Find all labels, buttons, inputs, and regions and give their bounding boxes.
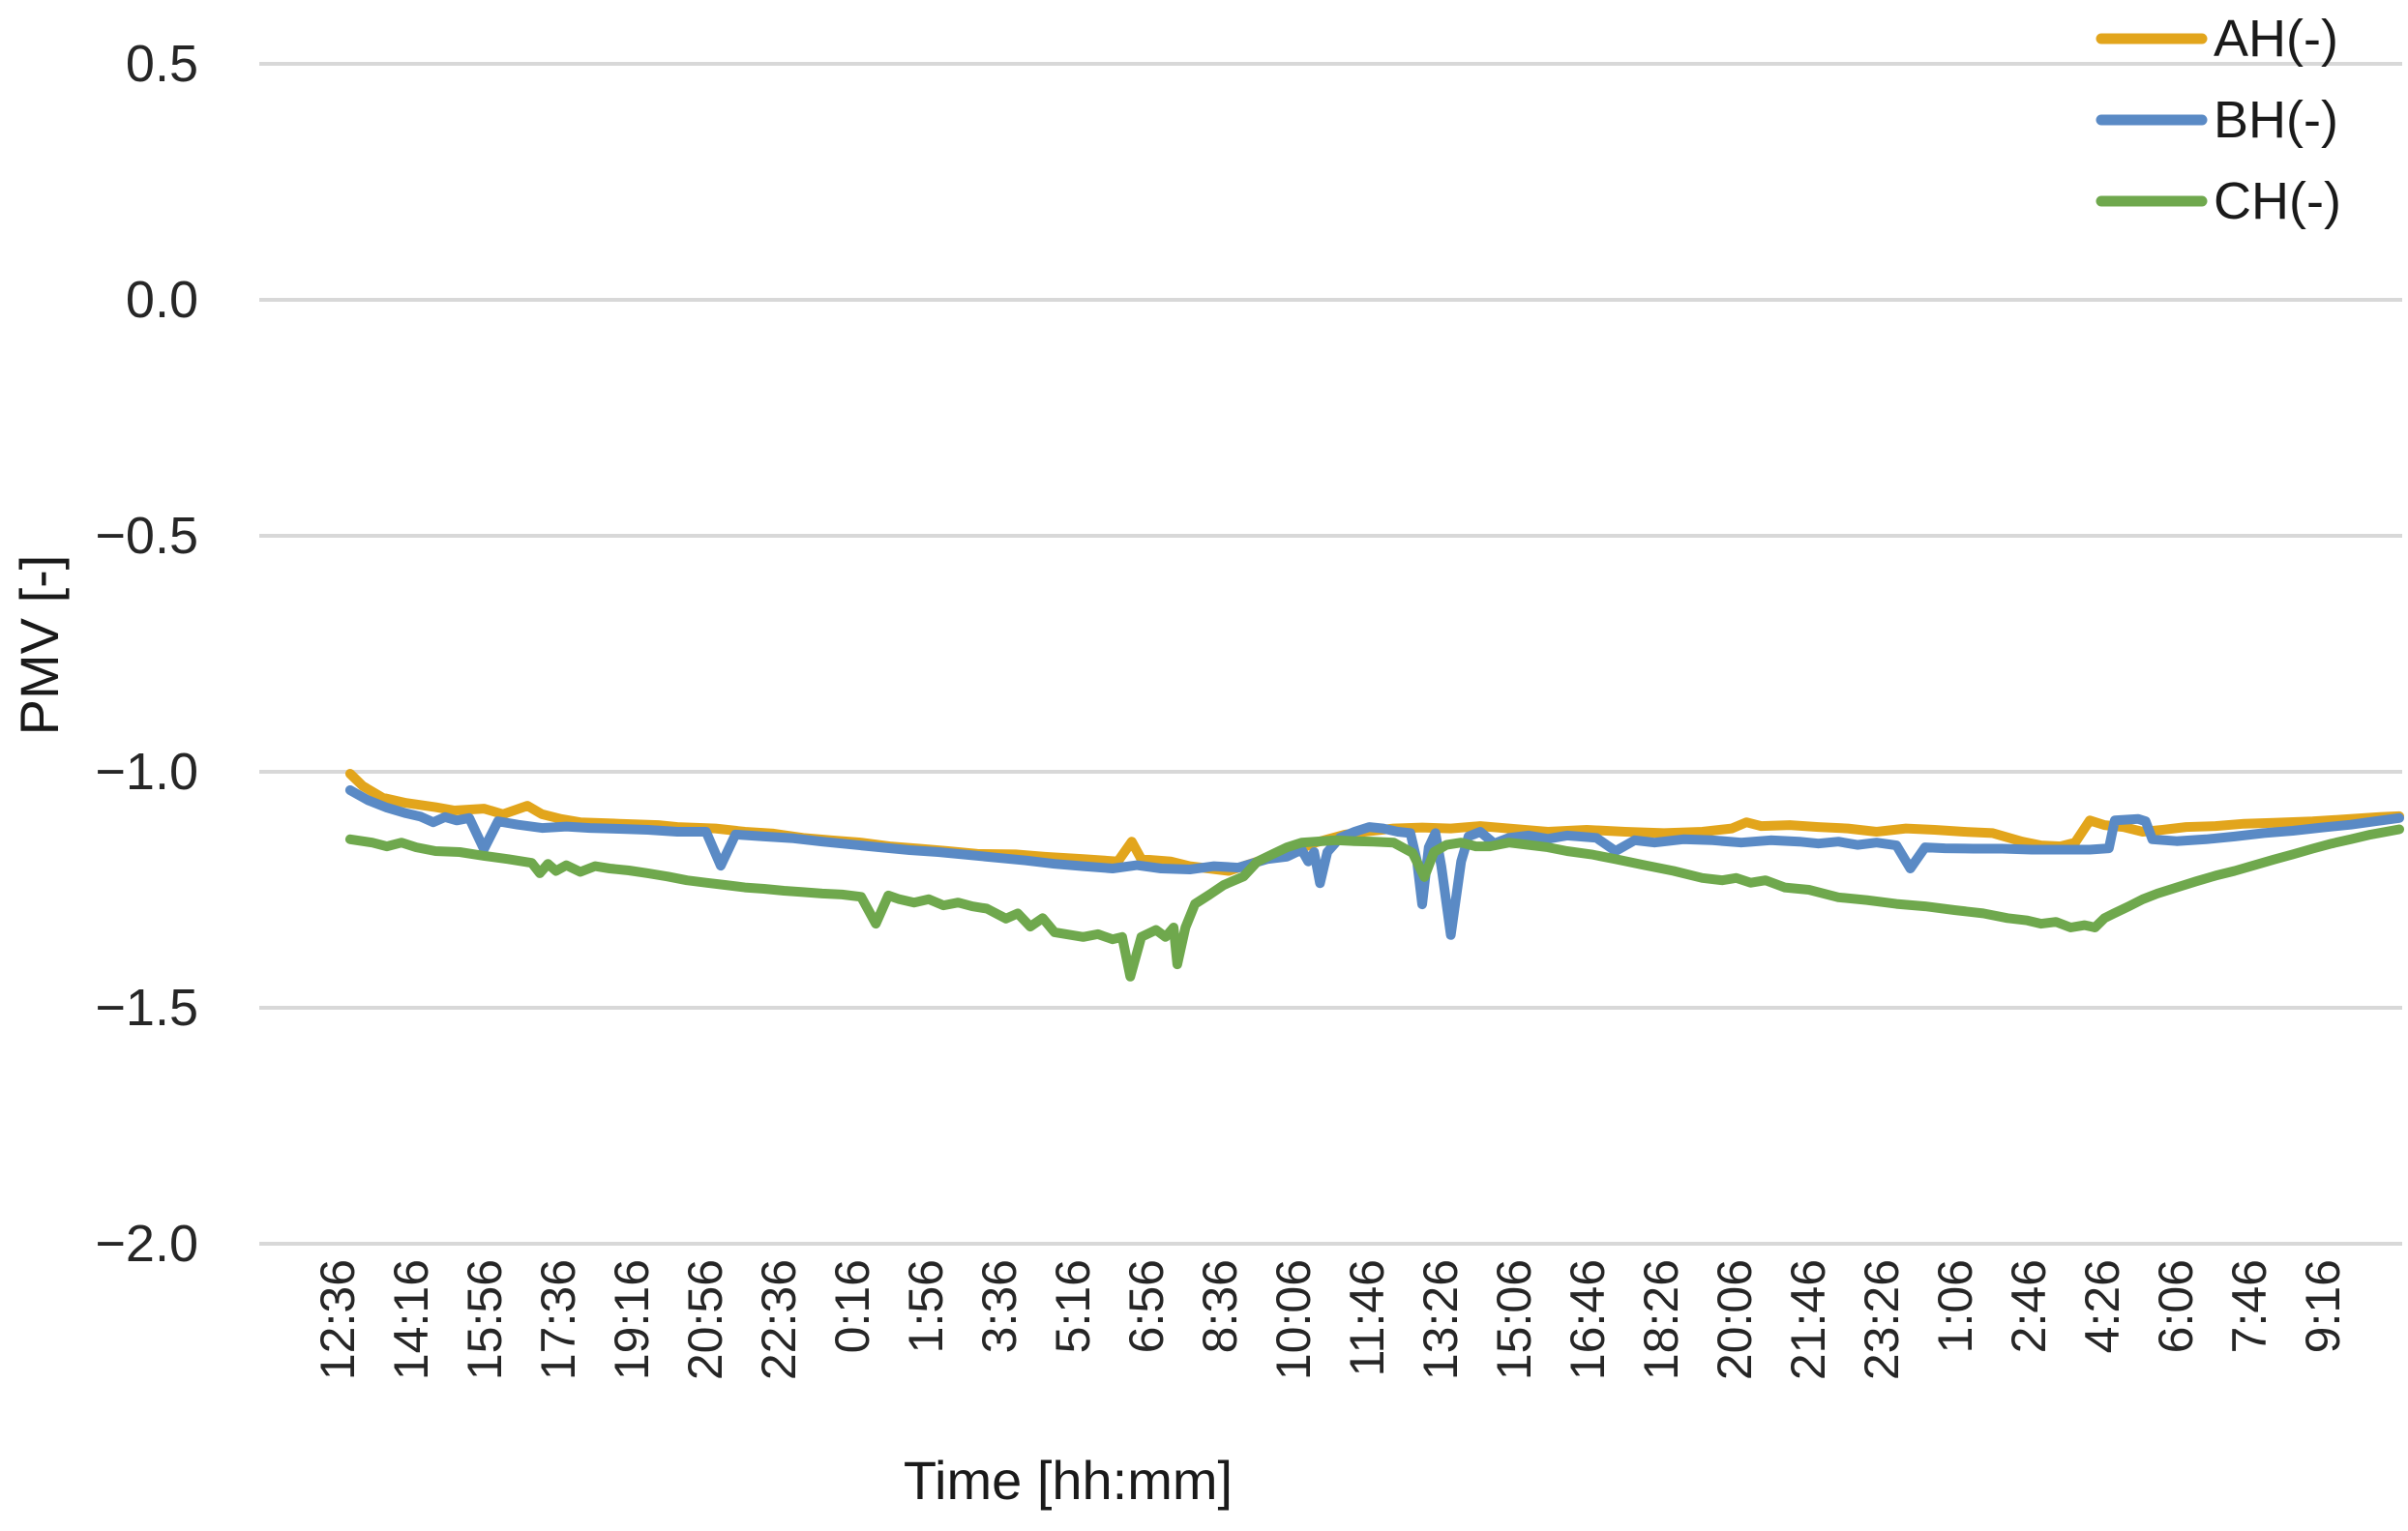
x-tick-label: 6:56 [1119,1259,1174,1353]
x-tick-label: 1:06 [1928,1259,1982,1353]
y-tick-label: −1.0 [95,743,198,801]
y-tick-label: −0.5 [95,507,198,565]
y-tick-label: −1.5 [95,979,198,1037]
x-tick-label: 3:36 [972,1259,1026,1353]
x-tick-label: 8:36 [1193,1259,1247,1353]
x-axis-title: Time [hh:mm] [904,1450,1233,1511]
y-axis-title: PMV [-] [9,555,70,736]
x-tick-label: 20:06 [1708,1259,1762,1380]
y-tick-label: 0.0 [126,271,198,329]
x-tick-label: 11:46 [1340,1259,1394,1376]
legend-label-ah: AH(-) [2214,10,2338,68]
y-axis-tick-labels: 0.5 0.0 −0.5 −1.0 −1.5 −2.0 [95,35,198,1273]
y-tick-label: −2.0 [95,1215,198,1273]
x-tick-label: 23:26 [1855,1259,1909,1380]
x-tick-label: 17:36 [531,1259,585,1380]
series-line-bh [344,785,2404,940]
x-tick-label: 15:06 [1487,1259,1541,1380]
x-tick-label: 2:46 [2002,1259,2056,1353]
x-tick-label: 6:06 [2149,1259,2203,1353]
x-tick-label: 21:46 [1781,1259,1835,1380]
x-tick-label: 12:36 [311,1259,365,1380]
x-tick-label: 7:46 [2222,1259,2276,1353]
x-tick-label: 19:16 [605,1259,659,1380]
y-tick-label: 0.5 [126,35,198,93]
x-axis-tick-labels: 12:36 14:16 15:56 17:36 19:16 20:56 22:36 0:16 1… [311,1259,2350,1380]
x-tick-label: 15:56 [458,1259,512,1380]
x-tick-label: 1:56 [899,1259,953,1353]
x-tick-label: 13:26 [1413,1259,1468,1380]
legend: AH(-) BH(-) CH(-) [2096,10,2341,230]
series-lines [344,769,2404,982]
legend-label-ch: CH(-) [2214,172,2341,230]
x-tick-label: 18:26 [1634,1259,1688,1380]
x-tick-label: 4:26 [2075,1259,2129,1353]
series-line-ch [344,824,2404,982]
x-tick-label: 9:16 [2296,1259,2350,1353]
x-tick-label: 10:06 [1266,1259,1321,1380]
gridlines [259,62,2402,1246]
x-tick-label: 16:46 [1561,1259,1615,1380]
x-tick-label: 14:16 [384,1259,438,1380]
series-line-ah [344,769,2404,876]
x-tick-label: 5:16 [1046,1259,1100,1353]
x-tick-label: 22:36 [752,1259,806,1380]
legend-label-bh: BH(-) [2214,91,2338,149]
x-tick-label: 0:16 [825,1259,879,1353]
x-tick-label: 20:56 [678,1259,732,1380]
